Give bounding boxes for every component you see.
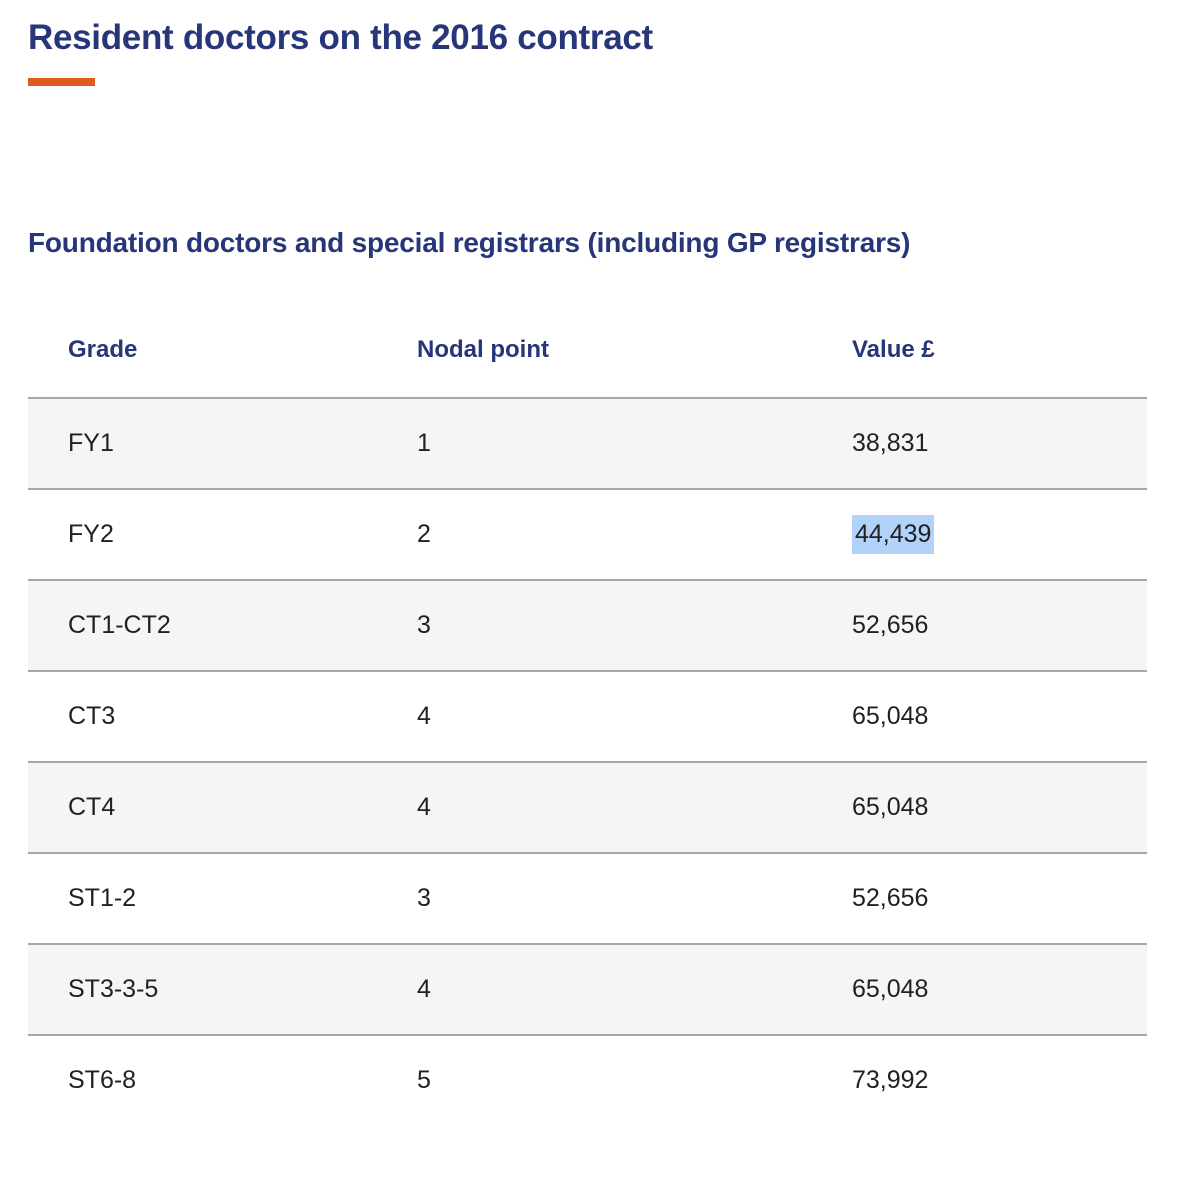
nodal-point-cell: 4 [417,975,431,1003]
grade-cell: FY2 [68,520,114,548]
nodal-point-cell: 4 [417,793,431,821]
nodal-point-cell: 1 [417,429,431,457]
grade-cell: ST1-2 [68,884,137,912]
grade-cell: CT3 [68,702,116,730]
value-cell: 38,831 [852,398,1147,489]
table-row: ST6-8 5 73,992 [28,1035,1147,1125]
grade-cell: CT4 [68,793,116,821]
nodal-point-cell: 3 [417,611,431,639]
value-text: 73,992 [852,1066,929,1094]
grade-cell: ST6-8 [68,1066,137,1094]
column-header-grade: Grade [68,336,138,363]
selected-text-highlight[interactable]: 44,439 [852,515,935,554]
section-heading: Foundation doctors and special registrar… [28,227,911,258]
value-text: 52,656 [852,884,929,912]
value-text: 38,831 [852,429,929,457]
grade-cell: ST3-3-5 [68,975,159,1003]
value-cell: 52,656 [852,853,1147,944]
value-cell: 65,048 [852,762,1147,853]
table-row: ST3-3-5 4 65,048 [28,944,1147,1035]
value-cell: 65,048 [852,671,1147,762]
nodal-point-cell: 3 [417,884,431,912]
column-header-nodal-point: Nodal point [417,336,549,363]
value-text: 65,048 [852,702,929,730]
value-text: 65,048 [852,975,929,1003]
column-header-value: Value £ [852,336,935,363]
table-row: ST1-2 3 52,656 [28,853,1147,944]
title-accent-bar [28,78,95,86]
table-header-row: Grade Nodal point Value £ [28,315,1147,398]
table-row: CT1-CT2 3 52,656 [28,580,1147,671]
value-cell: 73,992 [852,1035,1147,1125]
nodal-point-cell: 4 [417,702,431,730]
value-text: 65,048 [852,793,929,821]
grade-cell: FY1 [68,429,114,457]
pay-scale-table: Grade Nodal point Value £ FY1 1 38,831 F… [28,315,1147,1125]
page: Resident doctors on the 2016 contract Fo… [0,16,1200,1182]
value-text: 52,656 [852,611,929,639]
nodal-point-cell: 5 [417,1066,431,1094]
table-row: FY1 1 38,831 [28,398,1147,489]
value-cell: 65,048 [852,944,1147,1035]
page-title: Resident doctors on the 2016 contract [28,18,653,57]
nodal-point-cell: 2 [417,520,431,548]
value-cell: 52,656 [852,580,1147,671]
grade-cell: CT1-CT2 [68,611,171,639]
table-row: CT4 4 65,048 [28,762,1147,853]
value-cell: 44,439 [852,489,1147,580]
table-body: FY1 1 38,831 FY2 2 44,439 CT1-CT2 3 52,6… [28,398,1147,1125]
table-header: Grade Nodal point Value £ [28,315,1147,398]
table-row: CT3 4 65,048 [28,671,1147,762]
table-row: FY2 2 44,439 [28,489,1147,580]
